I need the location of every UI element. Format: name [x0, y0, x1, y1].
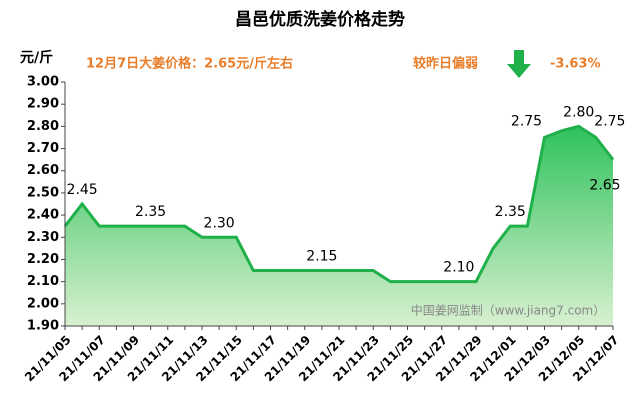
y-tick-label: 2.90 — [27, 97, 59, 112]
chart-title: 昌邑优质洗姜价格走势 — [235, 9, 405, 30]
annotation: 较昨日偏弱 — [413, 56, 478, 72]
y-tick-label: 2.30 — [27, 230, 59, 245]
y-tick-label: 2.10 — [27, 274, 59, 289]
data-label: 2.35 — [135, 204, 166, 220]
y-tick-label: 2.70 — [27, 141, 59, 156]
y-tick-label: 2.80 — [27, 119, 59, 134]
annotation: -3.63% — [550, 57, 601, 72]
data-label: 2.65 — [589, 178, 620, 194]
data-label: 2.30 — [204, 215, 235, 231]
y-tick-label: 1.90 — [27, 319, 59, 334]
data-label: 2.80 — [563, 104, 594, 120]
data-label: 2.35 — [495, 204, 526, 220]
down-arrow — [507, 50, 531, 78]
y-tick-label: 2.20 — [27, 252, 59, 267]
data-label: 2.75 — [511, 113, 542, 129]
watermark: 中国姜网监制（www.jiang7.com） — [411, 303, 605, 318]
data-label: 2.75 — [594, 113, 625, 129]
line — [63, 124, 615, 284]
area — [65, 126, 613, 326]
data-label: 2.15 — [306, 249, 337, 265]
data-label: 2.45 — [67, 182, 98, 198]
y-tick-label: 2.00 — [27, 296, 59, 311]
y-tick-label: 2.50 — [27, 185, 59, 200]
y-tick-label: 3.00 — [27, 75, 59, 90]
annotation: 12月7日大姜价格：2.65元/斤左右 — [86, 56, 293, 72]
y-tick-label: 2.60 — [27, 163, 59, 178]
y-tick-label: 2.40 — [27, 208, 59, 223]
data-label: 2.10 — [443, 260, 474, 276]
y-axis-label: 元/斤 — [20, 49, 53, 66]
